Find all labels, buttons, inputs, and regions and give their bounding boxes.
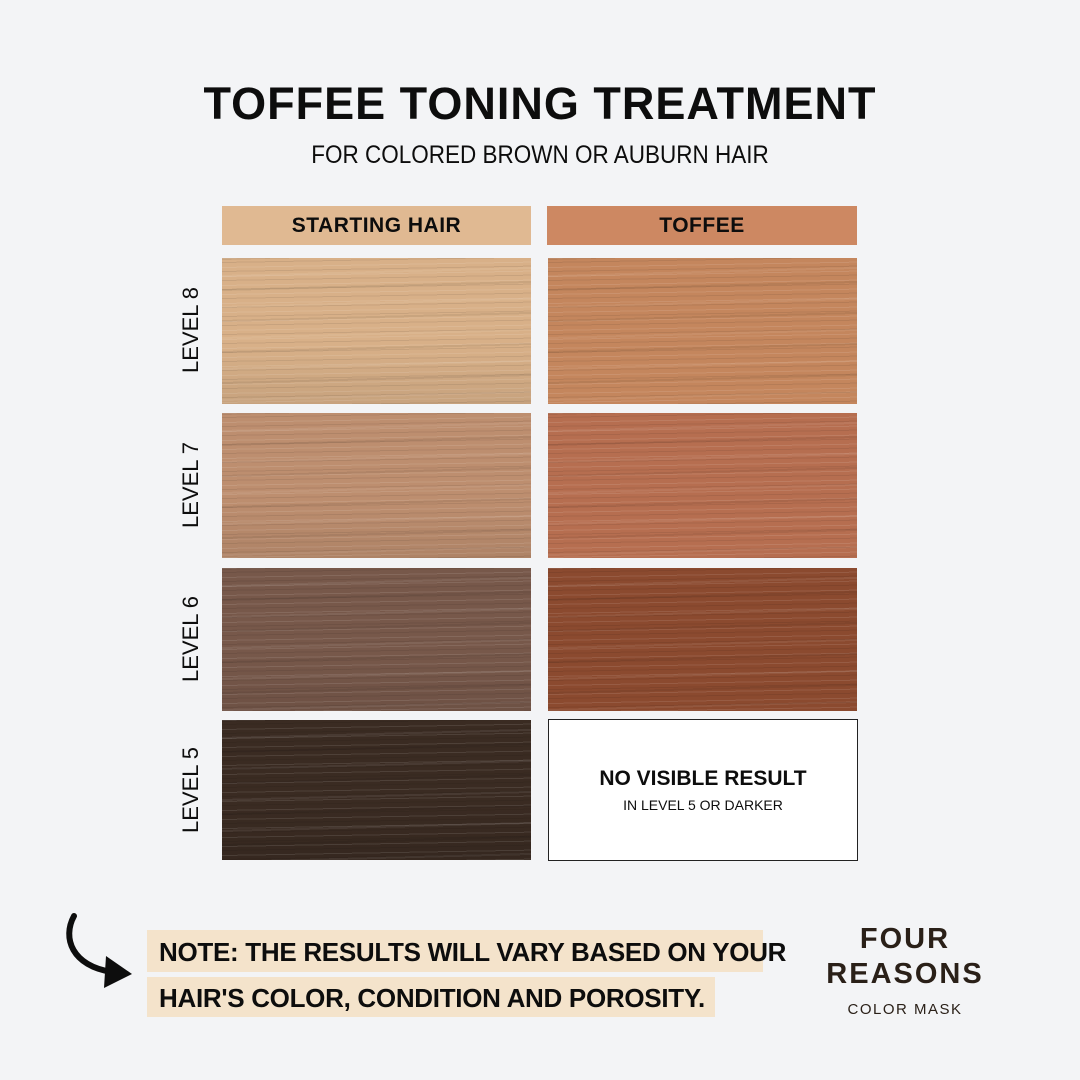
swatch-starting-level-6: [222, 568, 531, 711]
swatch-toffee-level-7: [548, 413, 857, 558]
brand-logo: FOUR REASONS COLOR MASK: [815, 922, 995, 1019]
row-label-level-5: LEVEL 5: [178, 746, 203, 834]
logo-line-2: REASONS: [826, 958, 984, 990]
no-result-detail: IN LEVEL 5 OR DARKER: [623, 797, 783, 813]
no-visible-result-box: NO VISIBLE RESULT IN LEVEL 5 OR DARKER: [548, 719, 858, 861]
row-label-level-8: LEVEL 8: [178, 286, 203, 374]
logo-line-3: COLOR MASK: [847, 1001, 963, 1018]
swatch-toffee-level-6: [548, 568, 857, 711]
row-label-level-6: LEVEL 6: [178, 595, 203, 683]
swatch-starting-level-7: [222, 413, 531, 558]
swatch-toffee-level-8: [548, 258, 857, 404]
logo-line-1: FOUR: [859, 923, 951, 955]
note-line-2: HAIR'S COLOR, CONDITION AND POROSITY.: [147, 977, 715, 1017]
row-label-level-7: LEVEL 7: [178, 441, 203, 529]
column-header-starting-hair: STARTING HAIR: [222, 206, 531, 245]
note-line-1: NOTE: THE RESULTS WILL VARY BASED ON YOU…: [147, 930, 786, 972]
curved-arrow-icon: [66, 913, 132, 988]
page-title: TOFFEE TONING TREATMENT: [203, 78, 877, 129]
swatch-starting-level-8: [222, 258, 531, 404]
swatch-starting-level-5: [222, 720, 531, 860]
column-header-toffee: TOFFEE: [547, 206, 857, 245]
page-subtitle: FOR COLORED BROWN OR AUBURN HAIR: [311, 141, 769, 169]
no-result-title: NO VISIBLE RESULT: [599, 767, 807, 790]
